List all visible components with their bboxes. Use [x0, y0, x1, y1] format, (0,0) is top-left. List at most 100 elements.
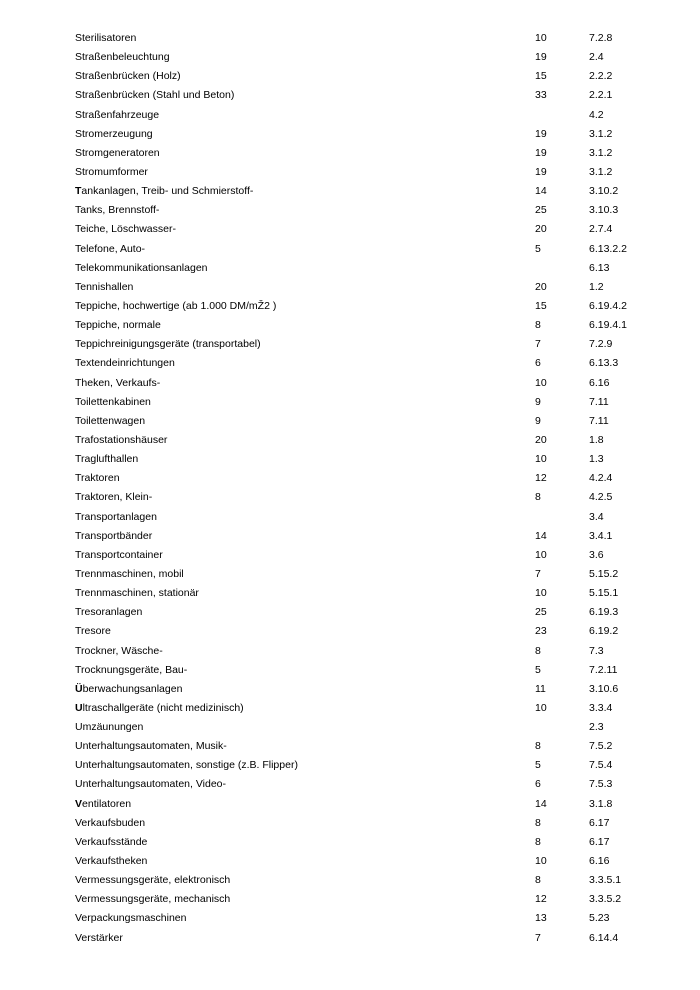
item-value: 5: [535, 663, 541, 676]
item-section: 3.10.6: [589, 682, 619, 695]
item-section: 7.5.2: [589, 740, 613, 753]
table-row: Stromumformer 19 3.1.2: [0, 163, 700, 182]
item-section: 6.13: [589, 261, 610, 274]
table-row: Traktoren 12 4.2.4: [0, 469, 700, 488]
item-section: 4.2.5: [589, 491, 613, 504]
item-label: Tresore: [75, 622, 111, 641]
table-row: Teiche, Löschwasser- 20 2.7.4: [0, 220, 700, 239]
item-label: Teiche, Löschwasser-: [75, 220, 176, 239]
item-label-text: Telekommunikationsanlagen: [75, 261, 208, 274]
item-label-text: entilatoren: [82, 797, 132, 810]
item-section: 6.19.4.2: [589, 299, 627, 312]
table-row: Trockner, Wäsche- 8 7.3: [0, 642, 700, 661]
item-label: Transportbänder: [75, 527, 152, 546]
table-row: Tennishallen 20 1.2: [0, 278, 700, 297]
item-section: 7.11: [589, 414, 609, 427]
item-label: Unterhaltungsautomaten, sonstige (z.B. F…: [75, 756, 298, 775]
item-section: 6.14.4: [589, 931, 619, 944]
table-row: Traglufthallen 10 1.3: [0, 450, 700, 469]
item-value: 5: [535, 759, 541, 772]
item-section: 3.3.4: [589, 701, 613, 714]
item-section: 4.2: [589, 108, 604, 121]
table-row: Trocknungsgeräte, Bau- 5 7.2.11: [0, 661, 700, 680]
item-section: 7.11: [589, 395, 609, 408]
item-label: Transportanlagen: [75, 508, 157, 527]
item-value: 12: [535, 472, 547, 485]
item-label: Trennmaschinen, stationär: [75, 584, 199, 603]
item-label-text: Teiche, Löschwasser-: [75, 223, 176, 236]
item-value: 8: [535, 874, 541, 887]
item-section: 7.5.3: [589, 778, 613, 791]
item-label: Theken, Verkaufs-: [75, 374, 160, 393]
table-row: Unterhaltungsautomaten, Musik- 8 7.5.2: [0, 737, 700, 756]
table-row: Trafostationshäuser 20 1.8: [0, 431, 700, 450]
table-row: Trennmaschinen, stationär 10 5.15.1: [0, 584, 700, 603]
item-label-text: Tennishallen: [75, 280, 134, 293]
item-label: Sterilisatoren: [75, 29, 136, 48]
item-label-text: Straßenfahrzeuge: [75, 108, 160, 121]
item-label-text: Straßenbeleuchtung: [75, 51, 170, 64]
item-label: Tanks, Brennstoff-: [75, 201, 159, 220]
item-label: Stromerzeugung: [75, 125, 153, 144]
item-label-lead: U: [75, 701, 83, 714]
table-row: Straßenbrücken (Holz) 15 2.2.2: [0, 67, 700, 86]
item-section: 6.19.4.1: [589, 319, 627, 332]
table-row: Verkaufstheken 10 6.16: [0, 852, 700, 871]
item-value: 10: [535, 587, 547, 600]
item-label-text: Vermessungsgeräte, elektronisch: [75, 874, 231, 887]
item-label: Traktoren, Klein-: [75, 488, 152, 507]
item-value: 8: [535, 319, 541, 332]
item-section: 2.4: [589, 51, 604, 64]
item-label-text: Stromumformer: [75, 165, 148, 178]
item-label: Trennmaschinen, mobil: [75, 565, 184, 584]
item-label: Stromgeneratoren: [75, 144, 160, 163]
item-section: 4.2.4: [589, 472, 613, 485]
item-label-text: Vermessungsgeräte, mechanisch: [75, 893, 231, 906]
item-section: 3.10.2: [589, 185, 619, 198]
item-label-text: Umzäunungen: [75, 721, 144, 734]
item-section: 3.3.5.1: [589, 874, 622, 887]
item-label: Teppichreinigungsgeräte (transportabel): [75, 335, 261, 354]
item-section: 2.2.1: [589, 89, 613, 102]
item-label: Textendeinrichtungen: [75, 354, 175, 373]
item-section: 5.15.1: [589, 587, 619, 600]
item-label-text: Tresore: [75, 625, 111, 638]
item-section: 1.2: [589, 280, 604, 293]
item-label: Tennishallen: [75, 278, 133, 297]
item-label: Trocknungsgeräte, Bau-: [75, 661, 187, 680]
item-value: 10: [535, 548, 547, 561]
item-section: 7.5.4: [589, 759, 613, 772]
item-label-text: Straßenbrücken (Stahl und Beton): [75, 89, 235, 102]
item-label-text: Verkaufsbuden: [75, 816, 146, 829]
table-row: Tanks, Brennstoff- 25 3.10.3: [0, 201, 700, 220]
item-value: 20: [535, 223, 547, 236]
item-label: Verstärker: [75, 929, 123, 948]
item-label-text: Traglufthallen: [75, 453, 139, 466]
item-section: 6.19.3: [589, 606, 619, 619]
table-row: Straßenfahrzeuge 4.2: [0, 106, 700, 125]
item-section: 3.4.1: [589, 529, 613, 542]
item-value: 7: [535, 567, 541, 580]
item-section: 2.2.2: [589, 70, 613, 83]
item-value: 15: [535, 70, 547, 83]
item-value: 7: [535, 931, 541, 944]
item-value: 8: [535, 491, 541, 504]
item-section: 3.1.8: [589, 797, 613, 810]
item-value: 20: [535, 280, 547, 293]
item-label: Überwachungsanlagen: [75, 680, 182, 699]
item-label: Vermessungsgeräte, elektronisch: [75, 871, 230, 890]
item-label-text: Verkaufstheken: [75, 855, 148, 868]
item-value: 19: [535, 51, 547, 64]
table-row: Sterilisatoren 10 7.2.8: [0, 29, 700, 48]
item-label-text: Straßenbrücken (Holz): [75, 70, 181, 83]
table-row: Unterhaltungsautomaten, Video- 6 7.5.3: [0, 775, 700, 794]
table-row: Transportanlagen 3.4: [0, 508, 700, 527]
item-value: 10: [535, 453, 547, 466]
item-value: 10: [535, 855, 547, 868]
item-label-text: Textendeinrichtungen: [75, 357, 175, 370]
table-row: Vermessungsgeräte, mechanisch 12 3.3.5.2: [0, 890, 700, 909]
item-section: 3.3.5.2: [589, 893, 622, 906]
table-row: Toilettenkabinen 9 7.11: [0, 393, 700, 412]
item-label-text: Teppiche, hochwertige (ab 1.000 DM/mŽ2 ): [75, 299, 277, 312]
